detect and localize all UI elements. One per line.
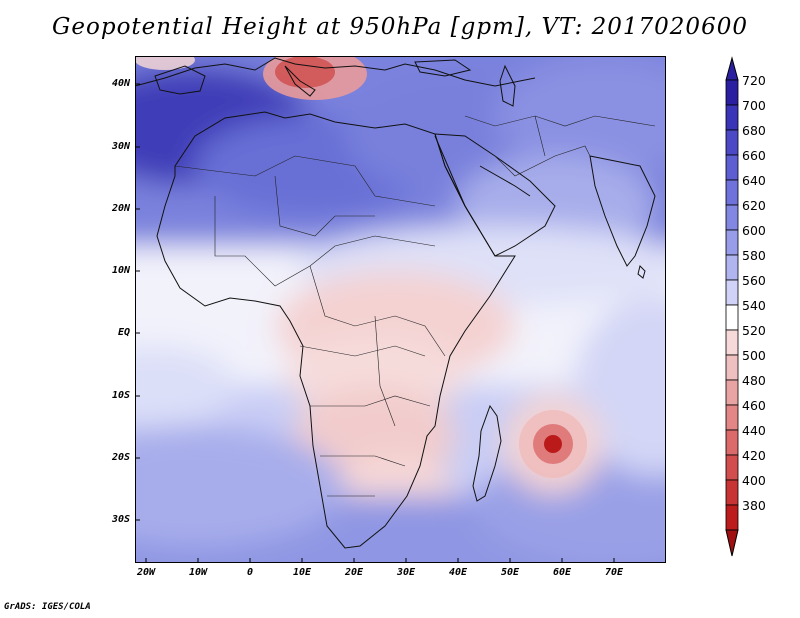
coastlines bbox=[135, 57, 656, 549]
colorbar-segment bbox=[725, 354, 739, 381]
lon-tick-label: 60E bbox=[552, 567, 572, 578]
colorbar-label: 620 bbox=[742, 198, 766, 213]
lon-tick-label: 20E bbox=[344, 567, 364, 578]
mediterranean-low-core bbox=[275, 56, 335, 88]
lat-tick-label: 10N bbox=[111, 265, 130, 276]
colorbar-label: 460 bbox=[742, 398, 766, 413]
colorbar-label: 400 bbox=[742, 473, 766, 488]
colorbar-segment bbox=[725, 254, 739, 281]
colorbar-segment bbox=[725, 504, 739, 531]
colorbar-label: 440 bbox=[742, 423, 766, 438]
colorbar-segment bbox=[725, 154, 739, 181]
colorbar-segment bbox=[725, 279, 739, 306]
colorbar-segment bbox=[725, 379, 739, 406]
colorbar-segment bbox=[725, 229, 739, 256]
axis-ticks bbox=[135, 83, 615, 563]
cyclone-core bbox=[544, 435, 562, 453]
colorbar-segment bbox=[725, 104, 739, 131]
colorbar-label: 640 bbox=[742, 173, 766, 188]
colorbar-segment bbox=[725, 479, 739, 506]
colorbar-segment bbox=[725, 129, 739, 156]
map-title: Geopotential Height at 950hPa [gpm], VT:… bbox=[52, 14, 748, 40]
map-frame bbox=[135, 56, 666, 563]
map-panel bbox=[135, 56, 666, 563]
lat-tick-label: 40N bbox=[111, 78, 130, 89]
lat-tick-label: 10S bbox=[111, 390, 130, 401]
colorbar-label: 480 bbox=[742, 373, 766, 388]
lon-tick-label: 20W bbox=[136, 567, 156, 578]
colorbar-bottom-arrow bbox=[725, 529, 739, 557]
lon-tick-label: 0 bbox=[246, 567, 254, 578]
colorbar-label: 580 bbox=[742, 248, 766, 263]
colorbar-segment bbox=[725, 204, 739, 231]
colorbar-label: 560 bbox=[742, 273, 766, 288]
lat-tick-label: 20N bbox=[111, 203, 130, 214]
colorbar-segment bbox=[725, 329, 739, 356]
colorbar-label: 380 bbox=[742, 498, 766, 513]
colorbar-segment bbox=[725, 429, 739, 456]
colorbar-label: 660 bbox=[742, 148, 766, 163]
credit-label: GrADS: IGES/COLA bbox=[4, 602, 91, 612]
lat-tick-label: 30S bbox=[111, 514, 130, 525]
lat-tick-label: 30N bbox=[111, 141, 130, 152]
geopotential-field bbox=[135, 56, 666, 563]
lon-tick-label: 40E bbox=[448, 567, 468, 578]
colorbar bbox=[725, 56, 739, 557]
colorbar-segment bbox=[725, 304, 739, 331]
lon-tick-label: 50E bbox=[500, 567, 520, 578]
colorbar-label: 720 bbox=[742, 73, 766, 88]
lat-tick-label: 20S bbox=[111, 452, 130, 463]
colorbar-label: 500 bbox=[742, 348, 766, 363]
colorbar-label: 600 bbox=[742, 223, 766, 238]
colorbar-label: 700 bbox=[742, 98, 766, 113]
colorbar-label: 680 bbox=[742, 123, 766, 138]
country-borders bbox=[174, 115, 656, 497]
lon-tick-label: 10W bbox=[188, 567, 208, 578]
colorbar-top-arrow bbox=[725, 56, 739, 81]
colorbar-label: 540 bbox=[742, 298, 766, 313]
colorbar-label: 420 bbox=[742, 448, 766, 463]
colorbar-segment bbox=[725, 179, 739, 206]
colorbar-segment bbox=[725, 79, 739, 106]
colorbar-label: 520 bbox=[742, 323, 766, 338]
lat-tick-label: EQ bbox=[117, 327, 130, 338]
colorbar-segment bbox=[725, 404, 739, 431]
colorbar-segment bbox=[725, 454, 739, 481]
lon-tick-label: 70E bbox=[604, 567, 624, 578]
lon-tick-label: 10E bbox=[292, 567, 312, 578]
lon-tick-label: 30E bbox=[396, 567, 416, 578]
